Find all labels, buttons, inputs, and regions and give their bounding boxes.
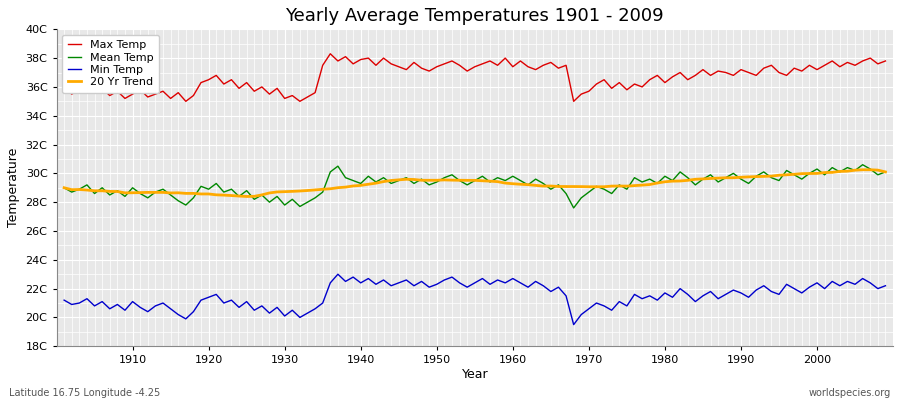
Mean Temp <box>508 174 518 179</box>
20 Yr Trend <box>120 190 130 195</box>
20 Yr Trend <box>241 194 252 199</box>
Max Temp <box>294 99 305 104</box>
Max Temp <box>58 84 69 89</box>
Min Temp <box>508 276 518 281</box>
Min Temp <box>340 279 351 284</box>
20 Yr Trend <box>58 185 69 190</box>
Max Temp <box>180 99 191 104</box>
20 Yr Trend <box>508 181 518 186</box>
20 Yr Trend <box>294 189 305 194</box>
Min Temp <box>287 308 298 313</box>
Max Temp <box>347 62 358 66</box>
Min Temp <box>332 272 343 277</box>
Y-axis label: Temperature: Temperature <box>7 148 20 228</box>
Mean Temp <box>120 194 130 199</box>
Line: 20 Yr Trend: 20 Yr Trend <box>64 170 886 196</box>
20 Yr Trend <box>607 184 617 188</box>
Text: worldspecies.org: worldspecies.org <box>809 388 891 398</box>
Max Temp <box>120 96 130 101</box>
Title: Yearly Average Temperatures 1901 - 2009: Yearly Average Temperatures 1901 - 2009 <box>285 7 664 25</box>
Line: Max Temp: Max Temp <box>64 54 886 101</box>
Max Temp <box>523 64 534 69</box>
Max Temp <box>325 51 336 56</box>
Min Temp <box>880 283 891 288</box>
Max Temp <box>515 58 526 63</box>
Min Temp <box>568 322 579 327</box>
Mean Temp <box>607 191 617 196</box>
Max Temp <box>880 58 891 63</box>
Min Temp <box>120 308 130 313</box>
Mean Temp <box>500 178 510 183</box>
X-axis label: Year: Year <box>462 368 488 381</box>
Legend: Max Temp, Mean Temp, Min Temp, 20 Yr Trend: Max Temp, Mean Temp, Min Temp, 20 Yr Tre… <box>62 35 159 93</box>
Mean Temp <box>332 164 343 168</box>
20 Yr Trend <box>340 185 351 190</box>
Mean Temp <box>880 170 891 174</box>
Line: Mean Temp: Mean Temp <box>64 165 886 208</box>
Text: Latitude 16.75 Longitude -4.25: Latitude 16.75 Longitude -4.25 <box>9 388 160 398</box>
20 Yr Trend <box>880 170 891 174</box>
Max Temp <box>614 80 625 85</box>
20 Yr Trend <box>857 167 868 172</box>
Mean Temp <box>58 185 69 190</box>
Min Temp <box>58 298 69 302</box>
Mean Temp <box>568 206 579 210</box>
Min Temp <box>515 280 526 285</box>
Line: Min Temp: Min Temp <box>64 274 886 325</box>
Mean Temp <box>287 197 298 202</box>
Min Temp <box>614 299 625 304</box>
Mean Temp <box>857 162 868 167</box>
20 Yr Trend <box>515 182 526 187</box>
